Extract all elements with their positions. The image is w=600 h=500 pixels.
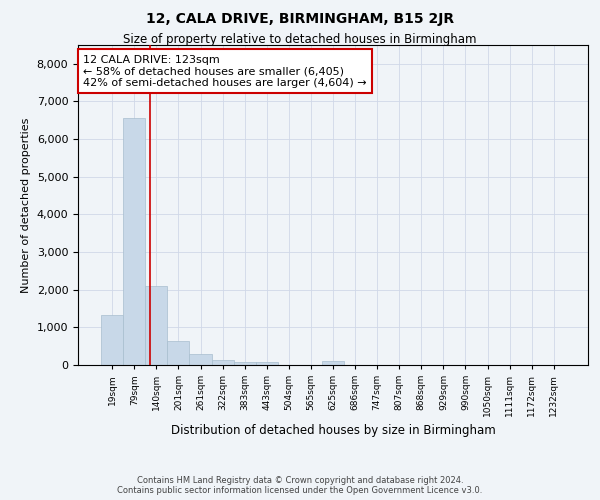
- Bar: [322, 361, 344, 365]
- Text: 12, CALA DRIVE, BIRMINGHAM, B15 2JR: 12, CALA DRIVE, BIRMINGHAM, B15 2JR: [146, 12, 454, 26]
- Text: 12 CALA DRIVE: 123sqm
← 58% of detached houses are smaller (6,405)
42% of semi-d: 12 CALA DRIVE: 123sqm ← 58% of detached …: [83, 54, 367, 88]
- Y-axis label: Number of detached properties: Number of detached properties: [21, 118, 31, 292]
- Bar: [212, 360, 233, 365]
- Bar: [145, 286, 167, 365]
- Bar: [167, 340, 190, 365]
- Text: Size of property relative to detached houses in Birmingham: Size of property relative to detached ho…: [123, 32, 477, 46]
- Bar: [101, 316, 123, 365]
- Bar: [190, 354, 212, 365]
- Bar: [256, 362, 278, 365]
- Bar: [123, 118, 145, 365]
- X-axis label: Distribution of detached houses by size in Birmingham: Distribution of detached houses by size …: [170, 424, 496, 438]
- Text: Contains HM Land Registry data © Crown copyright and database right 2024.
Contai: Contains HM Land Registry data © Crown c…: [118, 476, 482, 495]
- Bar: [233, 362, 256, 365]
